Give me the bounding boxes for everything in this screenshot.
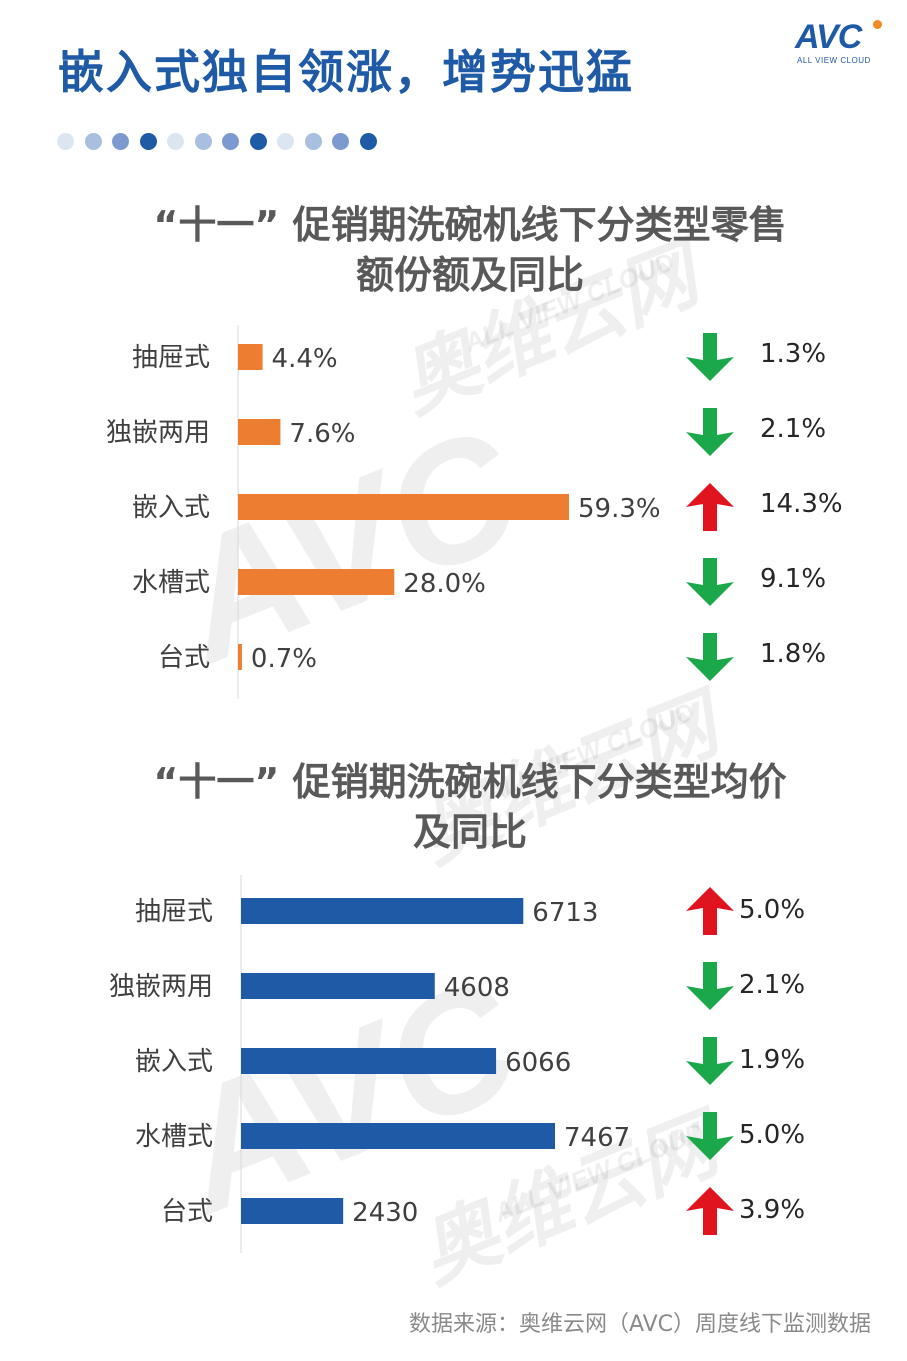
chart-title-price-line-2: 及同比 xyxy=(412,810,527,854)
bar xyxy=(241,898,524,924)
yoy-label: 5.0% xyxy=(739,895,805,925)
bar-value-label: 59.3% xyxy=(578,494,661,524)
chart-title-share-line-1: “十一” 促销期洗碗机线下分类型零售 xyxy=(153,203,787,247)
arrow-down-icon xyxy=(686,408,734,456)
arrow-down-icon xyxy=(686,558,734,606)
decor-dot xyxy=(359,133,377,150)
arrow-down-icon xyxy=(686,1037,734,1085)
bar-value-label: 7.6% xyxy=(289,419,355,449)
decor-dot xyxy=(139,133,157,150)
yoy-label: 2.1% xyxy=(760,414,826,444)
decor-dot xyxy=(194,133,212,150)
yoy-label: 2.1% xyxy=(739,970,805,1000)
yoy-label: 5.0% xyxy=(739,1120,805,1150)
bar-value-label: 4.4% xyxy=(272,344,338,374)
yoy-label: 9.1% xyxy=(760,564,826,594)
yoy-label: 1.9% xyxy=(739,1045,805,1075)
decor-dot xyxy=(222,133,239,150)
decor-dot xyxy=(167,133,184,150)
decor-dot xyxy=(277,133,294,150)
decor-dot xyxy=(332,133,349,150)
bar xyxy=(241,973,435,999)
chart-title-price: “十一” 促销期洗碗机线下分类型均价 及同比 xyxy=(90,757,850,857)
arrow-down-icon xyxy=(686,1112,734,1160)
bar xyxy=(238,569,395,595)
price-bar-chart: 抽屉式 6713 5.0% 独嵌两用 4608 2.1% 嵌入式 6066 1.9% 水槽式 746… xyxy=(109,875,805,1253)
decor-dot xyxy=(57,133,74,150)
category-label: 独嵌两用 xyxy=(109,972,213,1002)
bar xyxy=(238,419,281,445)
bar-value-label: 4608 xyxy=(444,973,510,1003)
chart-title-share: “十一” 促销期洗碗机线下分类型零售 额份额及同比 xyxy=(90,200,850,300)
category-label: 抽屉式 xyxy=(132,343,210,373)
yoy-label: 1.3% xyxy=(760,339,826,369)
category-label: 抽屉式 xyxy=(135,897,213,927)
category-label: 嵌入式 xyxy=(132,493,210,523)
category-label: 水槽式 xyxy=(132,568,210,598)
bar xyxy=(238,344,263,370)
bar-value-label: 28.0% xyxy=(403,569,486,599)
bar-value-label: 2430 xyxy=(352,1198,418,1228)
bar xyxy=(241,1048,497,1074)
arrow-down-icon xyxy=(686,633,734,681)
chart-title-price-line-1: “十一” 促销期洗碗机线下分类型均价 xyxy=(153,760,787,804)
logo-text: AVC xyxy=(795,18,862,56)
category-label: 台式 xyxy=(158,643,210,673)
decor-dot xyxy=(304,133,322,150)
category-label: 独嵌两用 xyxy=(106,418,210,448)
bar-value-label: 6066 xyxy=(505,1048,571,1078)
yoy-label: 14.3% xyxy=(760,489,843,519)
page-title: 嵌入式独自领涨，增势迅猛 xyxy=(58,45,634,99)
bar xyxy=(238,494,569,520)
decor-dot xyxy=(112,133,129,150)
chart-title-share-line-2: 额份额及同比 xyxy=(355,253,584,297)
bar xyxy=(241,1123,555,1149)
avc-logo: AVC ALL VIEW CLOUD xyxy=(795,18,890,68)
logo-accent-dot xyxy=(873,20,882,29)
category-label: 嵌入式 xyxy=(135,1047,213,1077)
bar-value-label: 0.7% xyxy=(251,644,317,674)
arrow-down-icon xyxy=(686,962,734,1010)
decor-dot xyxy=(84,133,102,150)
category-label: 水槽式 xyxy=(135,1122,213,1152)
arrow-up-icon xyxy=(686,1187,734,1235)
category-label: 台式 xyxy=(161,1197,213,1227)
data-source-note: 数据来源：奥维云网（AVC）周度线下监测数据 xyxy=(408,1312,871,1337)
bar-value-label: 7467 xyxy=(564,1123,630,1153)
decor-dot xyxy=(249,133,267,150)
yoy-label: 3.9% xyxy=(739,1195,805,1225)
bar-value-label: 6713 xyxy=(532,898,598,928)
logo-subtitle: ALL VIEW CLOUD xyxy=(797,56,871,65)
arrow-down-icon xyxy=(686,333,734,381)
arrow-up-icon xyxy=(686,483,734,531)
bar xyxy=(238,644,242,670)
arrow-up-icon xyxy=(686,887,734,935)
bar xyxy=(241,1198,344,1224)
share-bar-chart: 抽屉式 4.4% 1.3% 独嵌两用 7.6% 2.1% 嵌入式 59.3% 14.3% 水槽式 2… xyxy=(106,325,843,699)
yoy-label: 1.8% xyxy=(760,639,826,669)
